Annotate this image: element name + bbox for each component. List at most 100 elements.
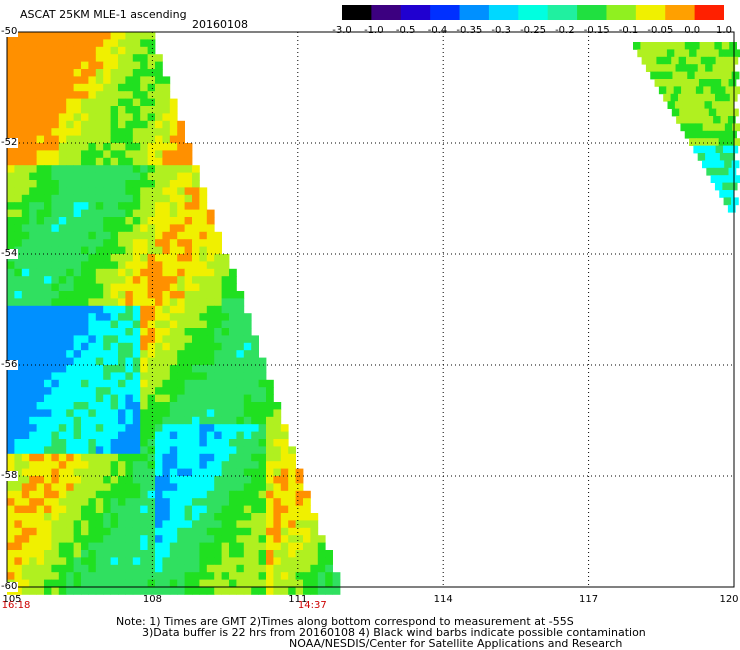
data-cell (229, 424, 237, 432)
data-cell (81, 505, 89, 514)
data-cell (280, 424, 289, 432)
data-cell (273, 416, 282, 425)
data-cell (118, 498, 126, 506)
data-cell (81, 165, 89, 173)
data-cell (118, 54, 126, 62)
data-cell (36, 39, 45, 48)
data-cell (273, 587, 282, 595)
data-cell (206, 520, 215, 529)
data-cell (36, 46, 45, 55)
data-cell (44, 135, 52, 144)
data-cell (36, 54, 45, 62)
data-cell (118, 387, 126, 395)
data-cell (29, 46, 37, 55)
colorbar-label: -0.25 (520, 25, 546, 36)
data-cell (147, 409, 156, 418)
data-cell (44, 143, 52, 151)
data-cell (206, 283, 215, 292)
data-cell (44, 564, 52, 573)
data-cell (21, 165, 30, 173)
data-cell (184, 387, 193, 395)
data-cell (14, 431, 23, 440)
data-cell (21, 150, 30, 159)
data-cell (29, 172, 37, 181)
data-cell (132, 379, 141, 388)
data-cell (303, 535, 311, 543)
data-cell (199, 313, 208, 321)
data-cell (177, 254, 185, 262)
data-cell (169, 357, 178, 366)
data-cell (125, 357, 134, 366)
data-cell (192, 476, 200, 484)
data-cell (206, 254, 215, 262)
data-cell (125, 194, 134, 203)
data-cell (125, 564, 134, 573)
data-cell (199, 513, 208, 521)
data-cell (66, 135, 74, 144)
data-cell (155, 69, 163, 77)
data-cell (7, 120, 15, 129)
data-cell (21, 328, 30, 336)
data-cell (118, 483, 126, 492)
data-cell (728, 167, 737, 176)
data-cell (288, 579, 296, 588)
data-cell (29, 246, 37, 255)
data-cell (21, 350, 30, 358)
data-cell (243, 490, 252, 499)
data-cell (125, 387, 134, 395)
data-cell (273, 498, 282, 506)
data-cell (110, 461, 119, 469)
data-cell (690, 116, 699, 124)
data-cell (273, 453, 282, 462)
data-cell (727, 64, 736, 72)
data-cell (140, 365, 148, 373)
data-cell (162, 157, 171, 166)
data-cell (73, 587, 82, 595)
data-cell (66, 424, 74, 432)
data-cell (155, 527, 163, 536)
data-cell (21, 372, 30, 381)
data-cell (14, 261, 23, 270)
data-cell (95, 180, 104, 188)
data-cell (258, 379, 267, 388)
data-cell (199, 416, 208, 425)
data-cell (36, 320, 45, 329)
data-cell (206, 209, 215, 218)
data-cell (103, 217, 111, 225)
data-cell (36, 209, 45, 218)
data-cell (147, 468, 156, 477)
data-cell (29, 83, 37, 92)
data-cell (221, 283, 230, 292)
data-cell (103, 431, 111, 440)
data-cell (29, 120, 37, 129)
data-cell (21, 453, 30, 462)
data-cell (221, 424, 230, 432)
data-cell (21, 261, 30, 270)
data-cell (88, 283, 97, 292)
data-cell (36, 180, 45, 188)
data-cell (169, 490, 178, 499)
data-cell (229, 453, 237, 462)
data-cell (199, 550, 208, 558)
data-cell (132, 143, 141, 151)
data-cell (132, 291, 141, 299)
data-cell (726, 49, 734, 58)
data-cell (243, 335, 252, 344)
data-cell (132, 557, 141, 566)
data-cell (14, 150, 23, 159)
data-cell (95, 498, 104, 506)
data-cell (155, 91, 163, 99)
data-cell (716, 71, 725, 80)
data-cell (51, 350, 60, 358)
data-cell (14, 217, 23, 225)
data-cell (66, 298, 74, 307)
data-cell (280, 490, 289, 499)
data-cell (21, 76, 30, 85)
data-cell (66, 379, 74, 388)
data-cell (14, 387, 23, 395)
data-cell (36, 172, 45, 181)
data-cell (110, 143, 119, 151)
data-cell (81, 69, 89, 77)
data-cell (36, 61, 45, 70)
data-cell (147, 261, 156, 270)
